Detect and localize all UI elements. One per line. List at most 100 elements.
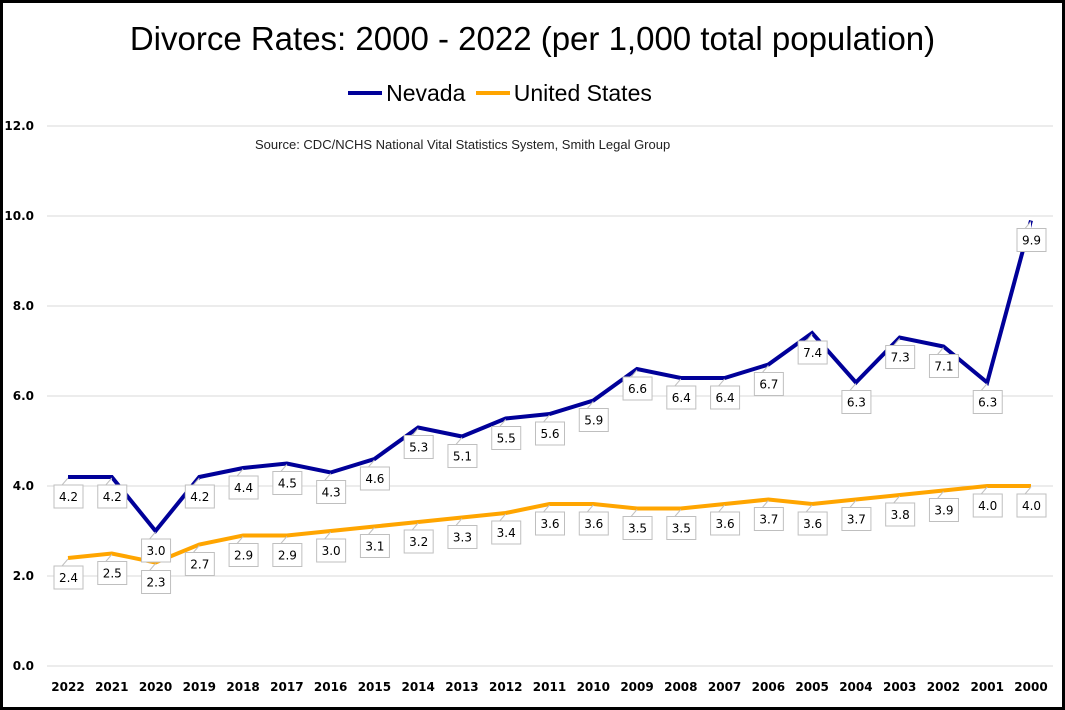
data-label-pointer — [717, 378, 725, 387]
data-label: 3.6 — [803, 517, 822, 531]
data-label-pointer — [148, 563, 156, 571]
data-label: 3.7 — [759, 513, 778, 527]
data-label-box — [535, 511, 565, 536]
y-tick-label: 0.0 — [13, 659, 34, 673]
data-label: 6.3 — [978, 396, 997, 410]
data-label-box — [753, 507, 784, 531]
data-label-box — [710, 511, 741, 536]
y-tick-label: 12.0 — [4, 119, 34, 133]
data-label-box — [666, 385, 697, 410]
data-label-box — [622, 516, 653, 540]
data-label-box — [403, 529, 434, 554]
data-label-box — [578, 511, 609, 536]
data-label-pointer — [848, 383, 857, 391]
data-label: 2.3 — [146, 576, 165, 590]
x-tick-label: 2001 — [971, 680, 1004, 694]
x-tick-label: 2007 — [708, 680, 741, 694]
data-label-box — [53, 565, 84, 590]
data-label-box — [447, 525, 478, 549]
data-label-pointer — [104, 477, 113, 486]
data-label: 7.4 — [803, 346, 822, 360]
data-label-box — [359, 534, 390, 558]
data-label-box — [885, 345, 916, 369]
data-label-box — [666, 516, 697, 540]
data-label: 2.4 — [59, 571, 78, 585]
data-label-box — [272, 543, 303, 567]
data-label-pointer — [323, 473, 332, 481]
data-label: 3.6 — [584, 517, 603, 531]
legend-swatch-united-states — [475, 91, 510, 95]
data-label: 6.7 — [759, 378, 778, 392]
data-label: 3.5 — [628, 522, 647, 536]
legend-item-nevada[interactable]: Nevada — [348, 80, 465, 107]
data-label: 3.7 — [847, 513, 866, 527]
legend-label-united-states: United States — [513, 79, 652, 106]
data-label-pointer — [148, 531, 156, 540]
x-tick-label: 2013 — [445, 680, 478, 694]
data-label-box — [491, 520, 522, 545]
data-label-box — [403, 435, 434, 459]
data-label: 5.9 — [584, 414, 603, 428]
data-label-box — [228, 475, 259, 500]
data-label: 6.6 — [628, 382, 647, 396]
data-label-box — [228, 543, 259, 567]
data-label: 3.0 — [146, 544, 165, 558]
y-tick-label: 6.0 — [13, 389, 34, 403]
x-tick-label: 2022 — [51, 680, 84, 694]
data-label-box — [316, 480, 347, 504]
data-label: 4.0 — [978, 499, 997, 513]
data-label-pointer — [1023, 486, 1032, 495]
data-label-box — [710, 385, 741, 410]
data-label: 3.2 — [409, 535, 428, 549]
data-label-box — [97, 561, 128, 585]
data-label-box — [97, 484, 128, 509]
data-label-pointer — [60, 477, 69, 486]
data-label-pointer — [805, 504, 813, 513]
chart-legend: Nevada United States — [0, 74, 1000, 107]
x-tick-label: 2005 — [795, 680, 828, 694]
data-label-pointer — [279, 536, 288, 544]
data-label-box — [972, 493, 1003, 518]
data-label-pointer — [673, 378, 682, 387]
data-label: 3.0 — [322, 544, 341, 558]
data-label: 7.3 — [891, 351, 910, 365]
data-label-pointer — [980, 383, 988, 391]
data-label-box — [184, 552, 215, 576]
x-tick-label: 2009 — [620, 680, 653, 694]
data-label-box — [535, 421, 565, 446]
data-label: 5.1 — [453, 450, 472, 464]
x-tick-label: 2000 — [1014, 680, 1047, 694]
data-label: 6.4 — [672, 391, 691, 405]
data-label: 4.5 — [278, 477, 297, 491]
y-tick-label: 10.0 — [4, 209, 34, 223]
x-tick-label: 2002 — [927, 680, 960, 694]
data-label-box — [184, 484, 215, 509]
legend-swatch-nevada — [348, 91, 383, 95]
legend-label-nevada: Nevada — [386, 79, 466, 106]
x-tick-label: 2008 — [664, 680, 697, 694]
x-tick-label: 2003 — [883, 680, 916, 694]
data-label-box — [1016, 228, 1047, 252]
data-label-box — [972, 390, 1003, 414]
data-label-pointer — [673, 509, 682, 517]
data-label: 4.0 — [1022, 499, 1041, 513]
chart-title: Divorce Rates: 2000 - 2022 (per 1,000 to… — [129, 20, 936, 57]
data-label-box — [53, 484, 84, 509]
data-label: 2.7 — [190, 558, 209, 572]
data-label: 3.6 — [716, 517, 735, 531]
data-label: 3.9 — [934, 504, 953, 518]
data-label: 5.6 — [540, 427, 559, 441]
data-label-pointer — [936, 347, 944, 355]
x-tick-label: 2015 — [358, 680, 391, 694]
series-line-united-states — [67, 484, 1031, 565]
legend-item-united-states[interactable]: United States — [475, 79, 652, 107]
data-label-box — [141, 570, 172, 594]
data-label-box — [316, 538, 347, 563]
chart-source-note: Source: CDC/NCHS National Vital Statisti… — [255, 137, 671, 152]
data-label: 5.5 — [497, 432, 516, 446]
data-label-box — [359, 466, 390, 491]
data-label-box — [885, 502, 916, 527]
x-tick-label: 2006 — [752, 680, 785, 694]
data-label: 3.8 — [891, 508, 910, 522]
